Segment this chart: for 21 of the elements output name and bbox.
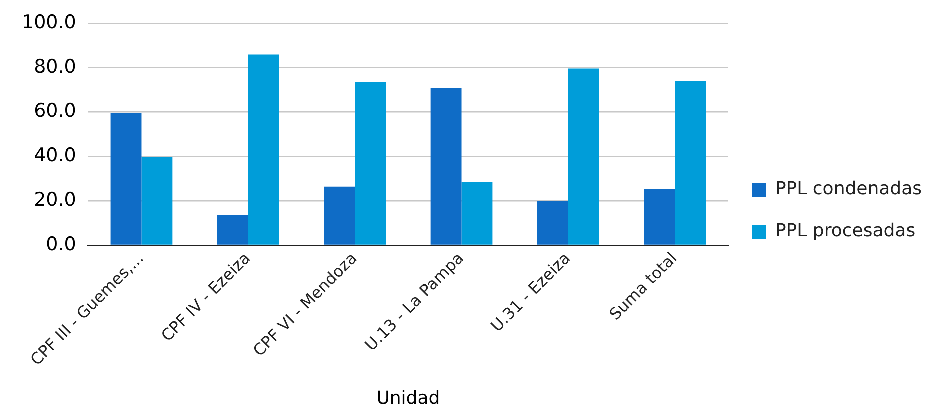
y-tick-label: 80.0 <box>34 56 76 78</box>
bar <box>324 186 356 245</box>
bar <box>110 113 142 245</box>
bar <box>644 189 676 245</box>
bar <box>675 80 706 245</box>
bar <box>462 182 493 245</box>
bar <box>430 88 462 245</box>
y-tick-label: 100.0 <box>22 11 76 34</box>
y-tick-label: 20.0 <box>34 189 76 212</box>
legend-label: PPL procesadas <box>775 220 916 242</box>
bar <box>248 54 280 245</box>
bar <box>538 201 568 245</box>
bar <box>568 68 600 245</box>
y-tick-label: 40.0 <box>34 144 76 167</box>
bar <box>355 82 386 245</box>
y-tick-label: 60.0 <box>34 100 76 122</box>
bar <box>217 215 248 245</box>
legend-label: PPL condenadas <box>775 178 922 200</box>
bar <box>142 157 173 245</box>
y-tick-label: 0.0 <box>46 233 76 256</box>
x-axis-title: Unidad <box>376 388 440 409</box>
